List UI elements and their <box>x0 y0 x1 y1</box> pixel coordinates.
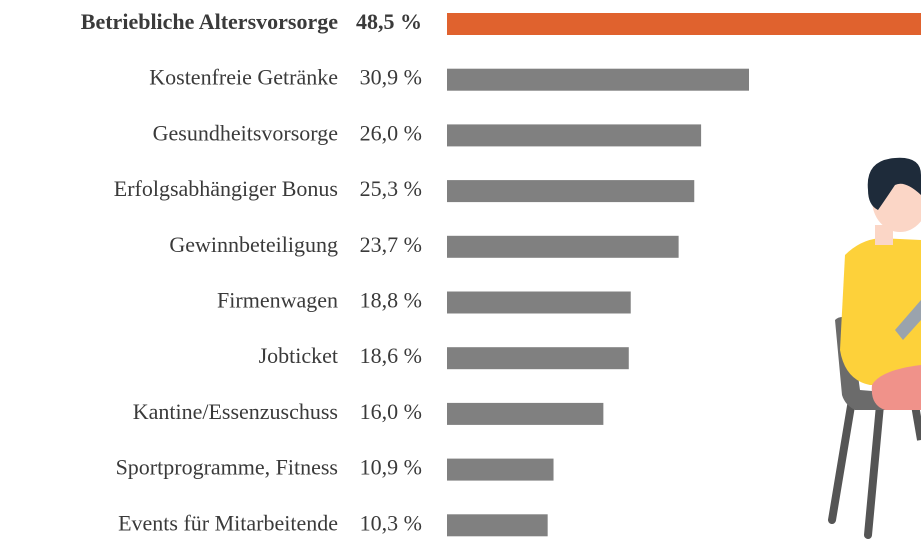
category-label: Jobticket <box>259 343 338 368</box>
bar <box>447 292 631 314</box>
category-label: Kostenfreie Getränke <box>149 65 338 90</box>
bar <box>447 403 603 425</box>
value-label: 23,7 % <box>360 232 422 257</box>
value-label: 30,9 % <box>360 65 422 90</box>
illustration <box>832 158 921 535</box>
bar <box>447 13 921 35</box>
category-label: Gesundheitsvorsorge <box>153 120 338 145</box>
value-label: 26,0 % <box>360 120 422 145</box>
bar <box>447 459 554 481</box>
value-label: 18,6 % <box>360 343 422 368</box>
value-label: 18,8 % <box>360 288 422 313</box>
value-label: 48,5 % <box>356 9 422 34</box>
category-label: Erfolgsabhängiger Bonus <box>114 176 338 201</box>
bar <box>447 69 749 91</box>
value-label: 10,9 % <box>360 455 422 480</box>
chart: Betriebliche Altersvorsorge 48,5 % Kostenf… <box>0 0 921 543</box>
value-label: 25,3 % <box>360 176 422 201</box>
value-label: 10,3 % <box>360 510 422 535</box>
value-label: 16,0 % <box>360 399 422 424</box>
category-label: Sportprogramme, Fitness <box>116 455 338 480</box>
bar <box>447 514 548 536</box>
category-label: Firmenwagen <box>217 288 338 313</box>
category-label: Events für Mitarbeitende <box>118 510 338 535</box>
category-label: Kantine/Essenzuschuss <box>133 399 338 424</box>
category-label: Gewinnbeteiligung <box>169 232 338 257</box>
category-label: Betriebliche Altersvorsorge <box>81 9 338 34</box>
bar <box>447 236 679 258</box>
bar <box>447 124 701 146</box>
bar <box>447 347 629 369</box>
bar <box>447 180 694 202</box>
